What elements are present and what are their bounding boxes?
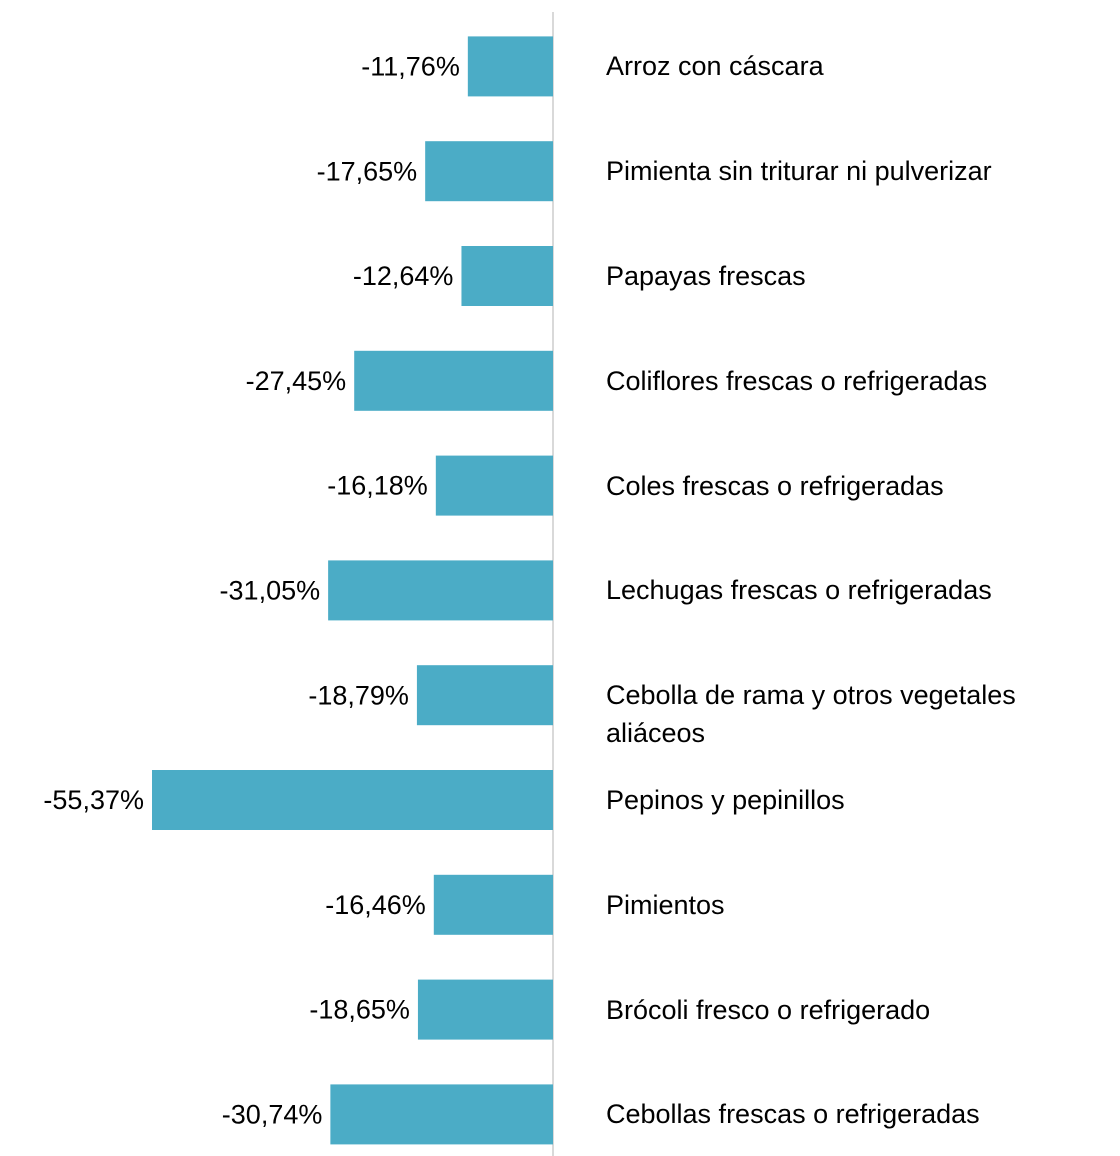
bar [354,350,553,411]
category-label: Coliflores frescas o refrigeradas [606,365,988,396]
value-label: -55,37% [43,785,144,815]
bar [433,874,553,935]
category-label: Cebolla de rama y otros vegetales aliáce… [606,680,1016,749]
bar [461,246,553,306]
bar [330,1084,553,1145]
bar [152,770,553,830]
value-label: -18,65% [309,995,410,1025]
value-label: -30,74% [222,1100,323,1130]
value-label: -31,05% [220,576,321,606]
value-label: -27,45% [246,366,347,396]
value-label: -12,64% [353,261,454,291]
value-label: -17,65% [317,156,418,186]
value-label: -16,46% [325,890,426,920]
category-label: Arroz con cáscara [606,51,824,82]
bar [417,979,553,1040]
category-label: Cebollas frescas o refrigeradas [606,1099,980,1130]
category-label: Lechugas frescas o refrigeradas [606,575,992,606]
value-label: -18,79% [308,680,409,710]
category-label: Coles frescas o refrigeradas [606,470,944,501]
category-label: Brócoli fresco o refrigerado [606,994,931,1025]
category-label: Pepinos y pepinillos [606,785,845,815]
value-label: -16,18% [327,471,428,501]
value-label: -11,76% [361,52,460,82]
bar [328,560,553,621]
bar [467,36,553,97]
category-label: Pimientos [606,889,725,920]
category-label: Pimienta sin triturar ni pulverizar [606,156,992,187]
bar [425,141,553,202]
bar [435,455,553,516]
category-label: Papayas frescas [606,261,806,291]
bar [416,665,553,726]
